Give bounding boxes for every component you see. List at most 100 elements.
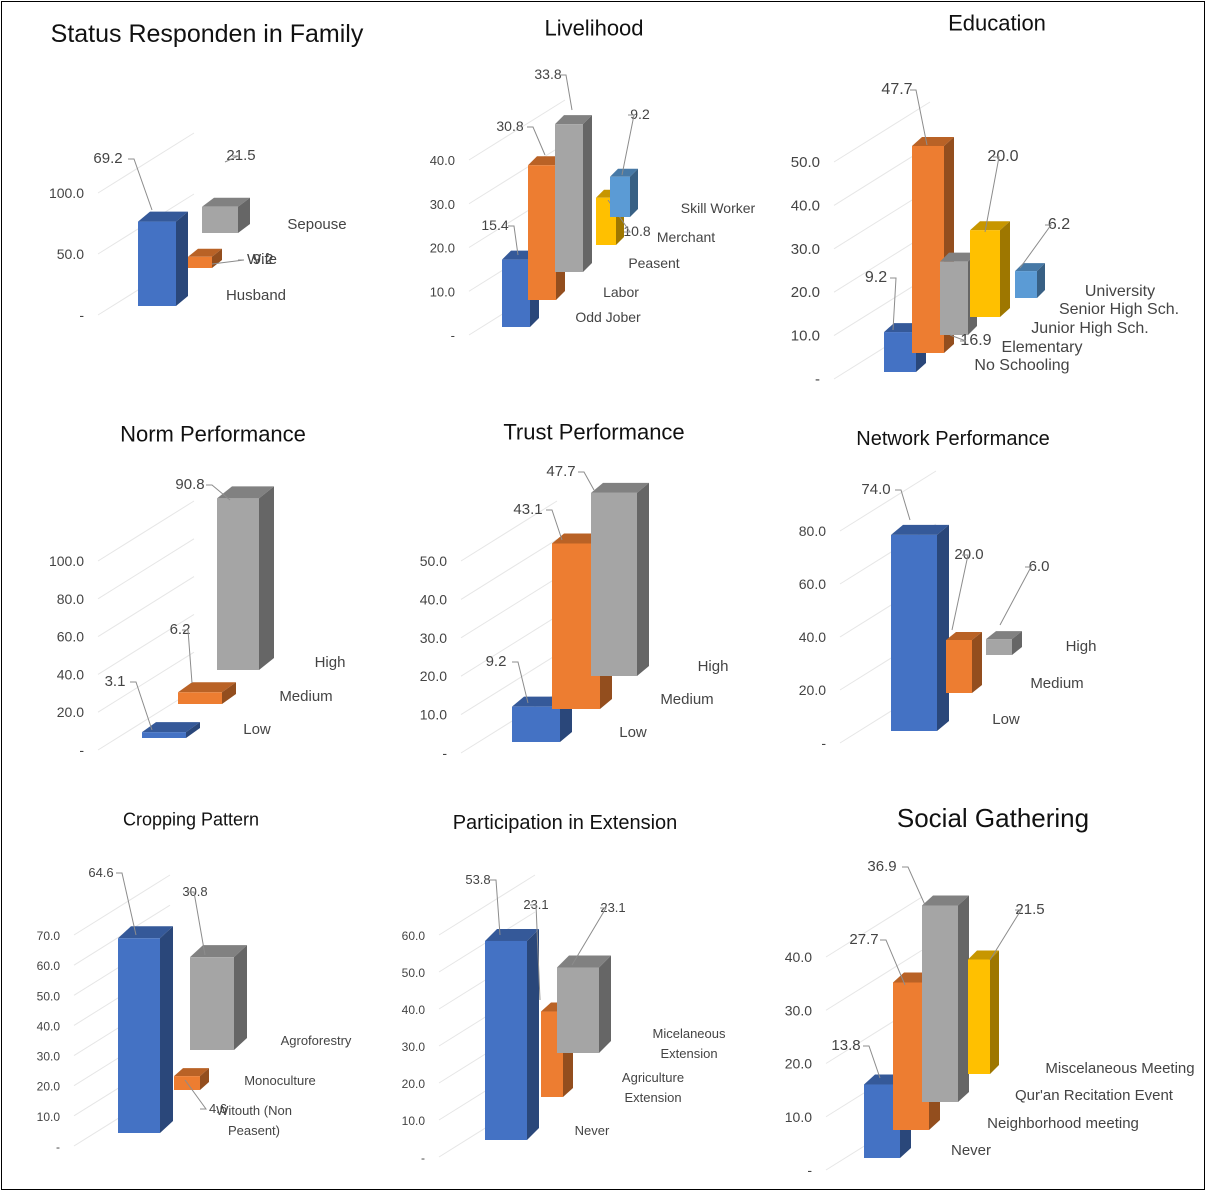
data-label: 21.5 bbox=[1015, 901, 1044, 918]
bar-side-face bbox=[1037, 263, 1045, 298]
category-label: Medium bbox=[660, 691, 713, 708]
bar-top-face bbox=[970, 221, 1010, 231]
leader-line bbox=[1019, 224, 1052, 269]
chart-title: Education bbox=[948, 11, 1046, 36]
bar-side-face bbox=[1000, 221, 1010, 317]
y-tick-label: 30.0 bbox=[37, 1050, 61, 1064]
y-tick-label: 40.0 bbox=[791, 197, 820, 214]
data-label: 90.8 bbox=[175, 476, 204, 493]
bar-front-face bbox=[986, 639, 1012, 655]
y-tick-label: 10.0 bbox=[430, 284, 455, 299]
y-tick-label: - bbox=[442, 745, 447, 761]
y-tick-label: 10.0 bbox=[402, 1114, 426, 1128]
bar-front-face bbox=[512, 706, 560, 742]
leader-line bbox=[999, 566, 1032, 626]
leader-line bbox=[184, 1079, 207, 1110]
chart-status-responden-in-family: Status Responden in Family 100.0 50.0 - 69.2… bbox=[49, 20, 364, 323]
bar-top-face bbox=[188, 248, 222, 257]
bar-side-face bbox=[583, 115, 592, 272]
leader-line bbox=[863, 1045, 881, 1079]
y-tick-label: 20.0 bbox=[420, 668, 447, 684]
bar-peasent bbox=[555, 115, 592, 272]
bar-front-face bbox=[202, 206, 238, 233]
leader-line bbox=[902, 866, 926, 906]
y-tick-label: 100.0 bbox=[49, 553, 84, 569]
bar-front-face bbox=[178, 692, 222, 704]
bar-side-face bbox=[1012, 631, 1022, 655]
bar-medium bbox=[946, 632, 982, 693]
y-tick-label: 20.0 bbox=[799, 682, 826, 698]
y-tick-label: 20.0 bbox=[57, 704, 84, 720]
bar-side-face bbox=[972, 632, 982, 693]
category-label: High bbox=[315, 654, 346, 671]
leader-line bbox=[490, 879, 501, 936]
data-label: 16.9 bbox=[960, 332, 991, 349]
gridline bbox=[97, 651, 195, 713]
data-label: 20.0 bbox=[987, 148, 1018, 165]
leader-line bbox=[130, 681, 153, 731]
gridline bbox=[73, 874, 171, 936]
bar-monoculture bbox=[174, 1068, 209, 1090]
y-tick-label: 40.0 bbox=[799, 629, 826, 645]
leader-line bbox=[182, 629, 193, 684]
leader-line bbox=[527, 126, 546, 156]
bar-low bbox=[891, 524, 949, 731]
bar-miscelaneous-meeting bbox=[968, 950, 999, 1074]
y-tick-label: 40.0 bbox=[57, 666, 84, 682]
bar-top-face bbox=[202, 197, 250, 207]
y-tick-label: 60.0 bbox=[57, 629, 84, 645]
gridline bbox=[833, 101, 931, 163]
bar-low bbox=[142, 722, 200, 738]
y-tick-label: 20.0 bbox=[37, 1080, 61, 1094]
bar-front-face bbox=[912, 145, 944, 353]
bar-top-face bbox=[142, 722, 200, 733]
data-label: 13.8 bbox=[831, 1037, 860, 1054]
chart-trust-performance: Trust Performance 50.0 40.0 30.0 20.0 10.0 - 9.… bbox=[420, 420, 729, 761]
leader-line bbox=[571, 907, 607, 966]
leader-line bbox=[989, 909, 1022, 961]
bar-high bbox=[591, 482, 649, 676]
bar-top-face bbox=[946, 632, 982, 640]
y-tick-label: 30.0 bbox=[791, 241, 820, 258]
bar-medium bbox=[178, 682, 236, 704]
y-tick-label: 40.0 bbox=[430, 153, 455, 168]
gridline bbox=[825, 896, 923, 958]
y-tick-label: - bbox=[821, 735, 826, 751]
chart-network-performance: Network Performance 80.0 60.0 40.0 20.0 - 74.0… bbox=[799, 428, 1097, 751]
category-label: Low bbox=[619, 724, 647, 741]
y-tick-label: 50.0 bbox=[37, 989, 61, 1003]
bar-front-face bbox=[970, 230, 1000, 317]
data-label: 3.1 bbox=[105, 673, 126, 690]
chart-title: Norm Performance bbox=[120, 422, 306, 447]
category-label: Medium bbox=[1030, 675, 1083, 692]
y-tick-label: 60.0 bbox=[37, 959, 61, 973]
y-tick-label: 10.0 bbox=[420, 707, 447, 723]
bar-high bbox=[986, 631, 1022, 655]
gridline bbox=[468, 143, 566, 205]
leader-line bbox=[512, 661, 529, 704]
data-label: 15.4 bbox=[481, 217, 508, 233]
bar-skill-worker bbox=[610, 168, 638, 217]
bar-top-face bbox=[912, 136, 954, 146]
bar-side-face bbox=[222, 682, 236, 704]
chart-title: Participation in Extension bbox=[453, 812, 678, 834]
y-tick-label: 20.0 bbox=[785, 1056, 812, 1072]
bar-side-face bbox=[238, 197, 250, 233]
data-label: 33.8 bbox=[534, 66, 561, 82]
bar-front-face bbox=[555, 124, 583, 272]
category-label: Miscelaneous Meeting bbox=[1045, 1060, 1194, 1077]
category-label: Elementary bbox=[1002, 339, 1083, 356]
data-label: 9.2 bbox=[865, 269, 887, 286]
y-tick-label: - bbox=[79, 307, 84, 323]
data-label: 27.7 bbox=[849, 931, 878, 948]
bar-high bbox=[217, 486, 274, 670]
bar-top-face bbox=[891, 524, 949, 535]
category-label: Peasent) bbox=[228, 1123, 280, 1138]
category-label: High bbox=[1066, 638, 1097, 655]
category-label: Agroforestry bbox=[281, 1033, 352, 1048]
bar-top-face bbox=[174, 1068, 209, 1077]
bar-front-face bbox=[557, 967, 599, 1053]
bar-side-face bbox=[234, 945, 247, 1050]
